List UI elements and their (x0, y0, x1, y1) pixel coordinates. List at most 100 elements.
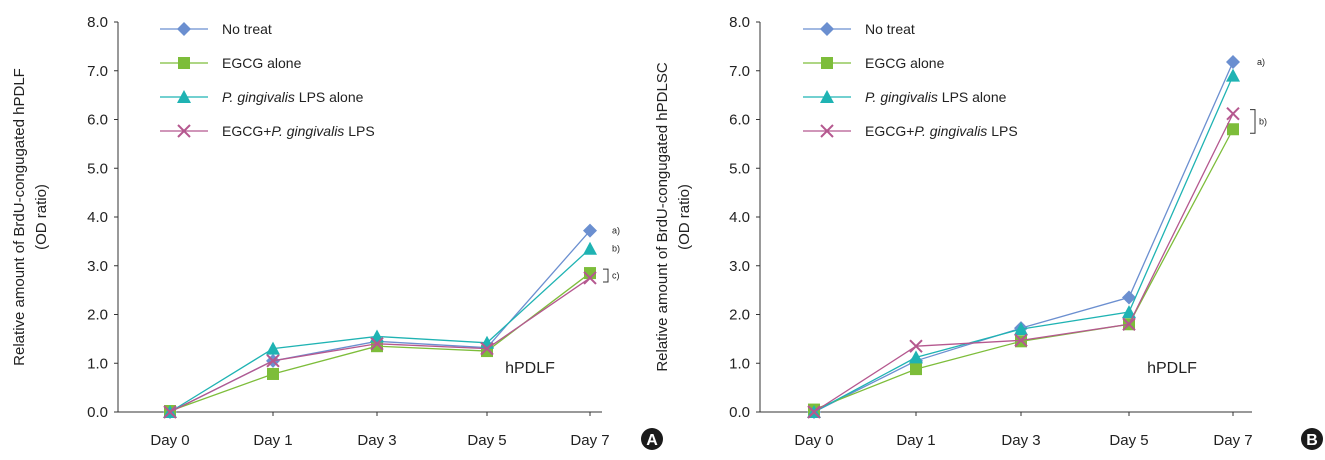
significance-label: a) (612, 226, 620, 236)
y-tick-label: 4.0 (87, 209, 108, 226)
legend-label: EGCG alone (222, 55, 302, 71)
legend-marker (177, 90, 191, 103)
data-point (370, 329, 384, 343)
x-tick-label: Day 5 (1109, 432, 1148, 449)
x-marker-stroke (370, 337, 384, 351)
significance-label: b) (1259, 116, 1267, 126)
y-tick-label: 1.0 (87, 355, 108, 372)
y-tick-label: 7.0 (729, 63, 750, 80)
legend-marker (821, 57, 833, 69)
legend-item: EGCG+P. gingivalis LPS (160, 123, 375, 139)
legend-item: P. gingivalis LPS alone (160, 89, 364, 105)
legend-label: P. gingivalis LPS alone (865, 89, 1007, 105)
y-tick-label: 7.0 (87, 63, 108, 80)
x-tick-label: Day 5 (467, 432, 506, 449)
data-point (909, 339, 923, 353)
data-point (1226, 68, 1240, 82)
y-axis-label-unit: (OD ratio) (33, 184, 50, 250)
significance-bracket (603, 268, 609, 283)
x-marker-stroke (1122, 317, 1136, 331)
data-point (1014, 322, 1028, 336)
y-tick-label: 3.0 (87, 258, 108, 275)
y-tick-label: 0.0 (729, 404, 750, 421)
significance-bracket (1250, 109, 1256, 134)
y-axis-label: Relative amount of BrdU-congugated hPDLF (11, 68, 28, 366)
panel-label: B (1306, 432, 1318, 449)
series-x (807, 106, 1240, 419)
y-tick-label: 3.0 (729, 258, 750, 275)
series-line (169, 248, 591, 413)
x-marker-stroke (909, 339, 923, 353)
x-tick-label: Day 0 (794, 432, 833, 449)
data-point (1226, 54, 1240, 69)
x-tick-label: Day 1 (896, 432, 935, 449)
y-tick-label: 2.0 (87, 307, 108, 324)
y-tick-label: 8.0 (729, 14, 750, 31)
panel-a: 0.0 1.0 2.0 3.0 4.0 5.0 6.0 7.0 8.0 Day 0 Day 1 Day… (11, 14, 663, 450)
panel-label-badge (641, 428, 663, 450)
data-point (1226, 106, 1240, 121)
legend-label: No treat (865, 21, 915, 37)
data-point (583, 271, 597, 285)
legend-label: P. gingivalis LPS alone (222, 89, 364, 105)
y-tick-label: 6.0 (729, 112, 750, 129)
data-point (266, 354, 280, 368)
y-tick-label: 8.0 (87, 14, 108, 31)
x-tick-label: Day 3 (1001, 432, 1040, 449)
y-tick-label: 5.0 (87, 160, 108, 177)
y-axis-label-unit: (OD ratio) (676, 184, 693, 250)
significance-label: c) (612, 271, 620, 281)
data-point (1122, 317, 1136, 331)
legend-item: No treat (803, 21, 915, 37)
x-marker-stroke (1014, 333, 1028, 348)
x-marker-stroke (480, 341, 494, 356)
legend-marker (177, 22, 191, 36)
panel-label: A (646, 432, 658, 449)
legend-label: EGCG alone (865, 55, 945, 71)
data-point (163, 405, 177, 419)
legend-label: EGCG+P. gingivalis LPS (222, 123, 375, 139)
x-tick-label: Day 7 (570, 432, 609, 449)
data-point (910, 363, 922, 376)
legend-marker (178, 57, 190, 69)
x-marker-stroke (177, 124, 191, 138)
legend-marker (820, 22, 834, 36)
x-marker-stroke (807, 405, 821, 419)
panel-b: 0.0 1.0 2.0 3.0 4.0 5.0 6.0 7.0 8.0 Day 0 Day 1 Day… (654, 14, 1323, 450)
cell-type-annotation: hPDLF (1147, 360, 1197, 377)
legend-label: No treat (222, 21, 272, 37)
data-point (1122, 305, 1136, 319)
y-tick-label: 4.0 (729, 209, 750, 226)
legend-item: EGCG alone (160, 55, 302, 71)
data-point (1227, 123, 1239, 136)
x-marker-stroke (583, 271, 597, 285)
y-tick-label: 6.0 (87, 112, 108, 129)
panel-label-badge (1301, 428, 1323, 450)
legend-item: EGCG alone (803, 55, 945, 71)
x-marker-stroke (1226, 106, 1240, 121)
data-point (370, 337, 384, 351)
y-tick-label: 0.0 (87, 404, 108, 421)
y-tick-label: 2.0 (729, 307, 750, 324)
legend-marker (177, 124, 191, 138)
y-tick-label: 5.0 (729, 160, 750, 177)
data-point (1122, 290, 1136, 305)
data-point (583, 241, 597, 255)
x-marker-stroke (163, 405, 177, 419)
legend-item: EGCG+P. gingivalis LPS (803, 123, 1018, 139)
data-point (583, 223, 597, 238)
data-point (909, 350, 923, 364)
cell-type-annotation: hPDLF (505, 360, 555, 377)
x-tick-label: Day 0 (150, 432, 189, 449)
legend-marker (820, 90, 834, 103)
x-tick-label: Day 3 (357, 432, 396, 449)
data-point (371, 340, 383, 353)
data-point (807, 405, 821, 419)
legend-item: No treat (160, 21, 272, 37)
legend-label: EGCG+P. gingivalis LPS (865, 123, 1018, 139)
legend-marker (820, 124, 834, 138)
series-triangle (163, 241, 597, 418)
x-tick-label: Day 1 (253, 432, 292, 449)
